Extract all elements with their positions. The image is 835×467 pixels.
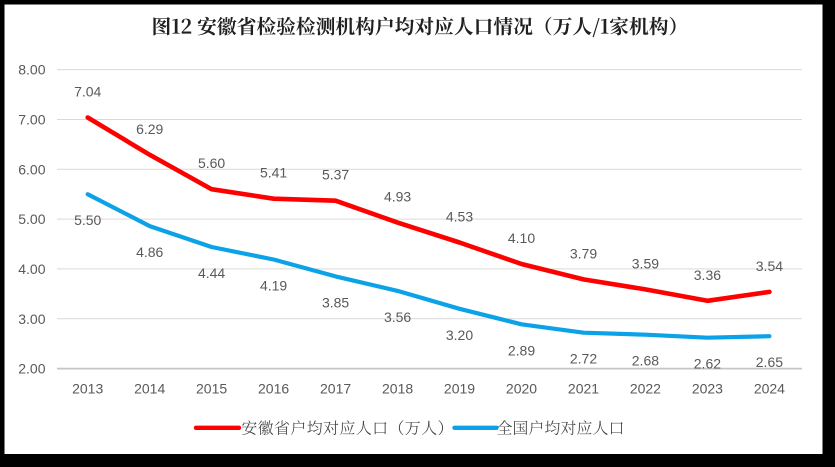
svg-text:7.00: 7.00: [18, 112, 45, 128]
svg-text:4.86: 4.86: [136, 244, 163, 260]
svg-text:5.00: 5.00: [18, 211, 45, 227]
svg-text:2022: 2022: [630, 381, 661, 397]
svg-text:2015: 2015: [196, 381, 227, 397]
svg-text:2.65: 2.65: [756, 354, 783, 370]
svg-text:2.62: 2.62: [694, 356, 721, 372]
svg-text:5.41: 5.41: [260, 165, 287, 181]
svg-text:2021: 2021: [568, 381, 599, 397]
svg-text:6.00: 6.00: [18, 161, 45, 177]
svg-text:5.50: 5.50: [74, 212, 101, 228]
svg-text:3.56: 3.56: [384, 309, 411, 325]
svg-text:2017: 2017: [320, 381, 351, 397]
svg-text:2023: 2023: [692, 381, 723, 397]
svg-text:3.54: 3.54: [756, 258, 783, 274]
svg-text:2.89: 2.89: [508, 342, 535, 358]
svg-text:3.79: 3.79: [570, 245, 597, 261]
svg-text:3.36: 3.36: [694, 267, 721, 283]
svg-text:2024: 2024: [754, 381, 785, 397]
svg-text:2014: 2014: [134, 381, 165, 397]
svg-text:3.00: 3.00: [18, 311, 45, 327]
svg-text:4.44: 4.44: [198, 265, 225, 281]
svg-text:2020: 2020: [506, 381, 537, 397]
svg-text:2018: 2018: [382, 381, 413, 397]
svg-text:3.85: 3.85: [322, 294, 349, 310]
svg-text:2013: 2013: [72, 381, 103, 397]
svg-text:4.19: 4.19: [260, 278, 287, 294]
svg-text:4.93: 4.93: [384, 189, 411, 205]
svg-text:5.37: 5.37: [322, 167, 349, 183]
svg-text:2.72: 2.72: [570, 351, 597, 367]
svg-text:4.53: 4.53: [446, 209, 473, 225]
svg-text:2.00: 2.00: [18, 361, 45, 377]
svg-text:3.59: 3.59: [632, 255, 659, 271]
svg-text:4.10: 4.10: [508, 230, 535, 246]
svg-text:6.29: 6.29: [136, 121, 163, 137]
svg-text:2.68: 2.68: [632, 353, 659, 369]
svg-text:8.00: 8.00: [18, 62, 45, 78]
svg-text:4.00: 4.00: [18, 261, 45, 277]
svg-text:2019: 2019: [444, 381, 475, 397]
svg-text:7.04: 7.04: [74, 84, 101, 100]
svg-text:3.20: 3.20: [446, 327, 473, 343]
svg-text:5.60: 5.60: [198, 155, 225, 171]
svg-text:2016: 2016: [258, 381, 289, 397]
